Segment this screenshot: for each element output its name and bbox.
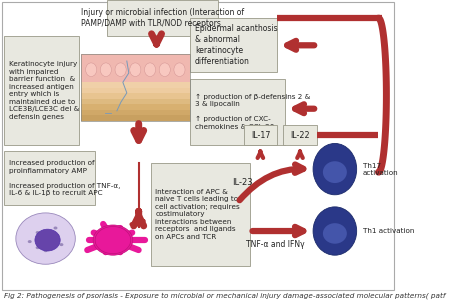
Text: Epidermal acanthosis
& abnormal
keratinocyte
differentiation: Epidermal acanthosis & abnormal keratino…	[195, 24, 278, 66]
Circle shape	[55, 234, 59, 237]
Text: TNF-α and IFNγ: TNF-α and IFNγ	[246, 240, 304, 249]
Bar	[81, 109, 190, 115]
Bar	[190, 18, 277, 72]
Bar	[81, 54, 190, 82]
Circle shape	[36, 231, 40, 234]
Text: Injury or microbial infection (Interaction of
PAMP/DAMP with TLR/NOD receptors: Injury or microbial infection (Interacti…	[81, 8, 244, 28]
Circle shape	[28, 240, 32, 243]
Bar	[81, 54, 190, 121]
Ellipse shape	[313, 143, 356, 195]
Ellipse shape	[130, 63, 141, 76]
Text: Increased production of
proinflammatory AMP

Increased production of TNF-α,
IL-6: Increased production of proinflammatory …	[9, 160, 120, 196]
Circle shape	[36, 246, 40, 249]
Bar	[81, 115, 190, 121]
Text: Th1 activation: Th1 activation	[363, 228, 414, 234]
Text: IL-23: IL-23	[232, 178, 253, 187]
Ellipse shape	[174, 63, 185, 76]
Bar	[244, 125, 277, 145]
Bar	[81, 93, 190, 99]
Text: ↑ production of β-defensins 2 &
3 & lipocalin

↑ production of CXC-
chemokines &: ↑ production of β-defensins 2 & 3 & lipo…	[195, 94, 310, 130]
Bar	[4, 151, 95, 205]
Bar	[4, 36, 79, 145]
Ellipse shape	[159, 63, 170, 76]
Circle shape	[44, 249, 47, 252]
Circle shape	[59, 243, 64, 246]
Circle shape	[54, 226, 57, 230]
Ellipse shape	[93, 225, 133, 255]
Ellipse shape	[323, 161, 347, 183]
Text: Th17
activation: Th17 activation	[363, 162, 398, 176]
Bar	[151, 163, 250, 266]
Text: IL-17: IL-17	[251, 131, 270, 140]
Text: Keratinocyte injury
with impaired
barrier function  &
increased antigen
entry wh: Keratinocyte injury with impaired barrie…	[9, 61, 79, 120]
Bar	[81, 87, 190, 93]
Bar	[81, 98, 190, 104]
Ellipse shape	[313, 207, 356, 255]
Ellipse shape	[115, 63, 126, 76]
Ellipse shape	[35, 229, 60, 251]
Text: IL-22: IL-22	[291, 131, 310, 140]
Bar	[283, 125, 317, 145]
Ellipse shape	[100, 63, 111, 76]
Ellipse shape	[323, 223, 347, 244]
Bar	[190, 79, 285, 145]
Bar	[81, 82, 190, 88]
Ellipse shape	[95, 226, 131, 254]
Bar	[107, 0, 218, 36]
Text: Fig 2: Pathogenesis of psoriasis - Exposure to microbial or mechanical injury da: Fig 2: Pathogenesis of psoriasis - Expos…	[4, 292, 446, 299]
Ellipse shape	[86, 63, 97, 76]
Bar	[81, 104, 190, 110]
Ellipse shape	[16, 213, 75, 264]
Ellipse shape	[145, 63, 155, 76]
Text: Interaction of APC &
naive T cells leading to T
cell activation; requires
costim: Interaction of APC & naive T cells leadi…	[155, 189, 245, 240]
